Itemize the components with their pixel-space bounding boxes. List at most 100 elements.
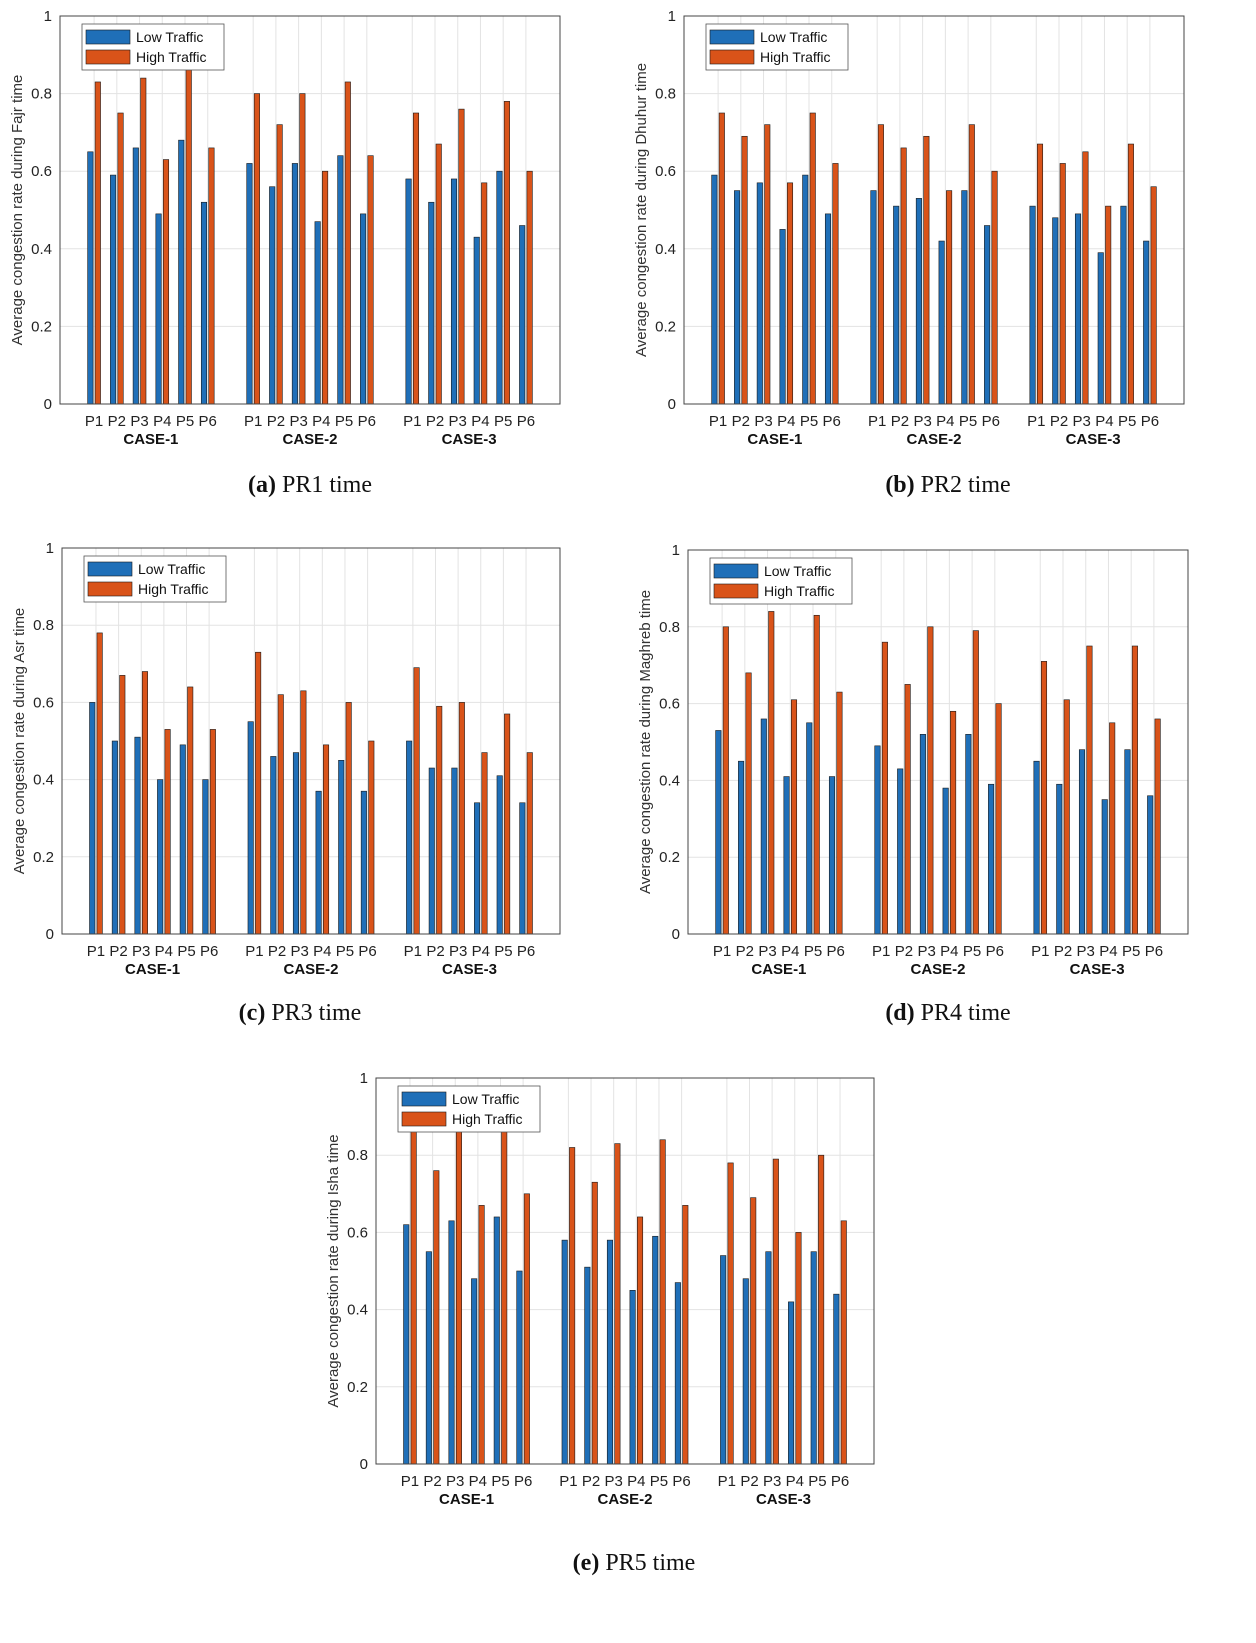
x-tick-label: P4 [627,1473,645,1490]
low-traffic-bar [938,240,945,405]
high-traffic-bar [813,614,820,935]
x-tick-label: P2 [426,413,444,430]
x-tick-label: P5 [494,413,512,430]
y-tick-label: 0.2 [659,849,680,866]
x-tick-label: P6 [517,943,535,960]
low-traffic-bar [711,174,718,405]
low-traffic-bar [155,213,162,405]
high-traffic-bar [345,702,352,935]
high-traffic-bar [968,124,975,405]
low-traffic-bar [652,1235,659,1465]
low-traffic-bar [984,225,991,405]
x-tick-label: P4 [313,943,331,960]
high-traffic-bar [927,626,934,935]
x-tick-label: P3 [449,943,467,960]
high-traffic-bar [786,182,794,405]
low-traffic-bar [806,722,813,935]
x-tick-label: P6 [827,943,845,960]
x-tick-label: P2 [1054,943,1072,960]
high-traffic-bar [1086,645,1093,935]
x-tick-label: P3 [758,943,776,960]
high-traffic-bar [141,671,148,935]
low-traffic-bar [824,213,832,405]
x-tick-label: P2 [582,1473,600,1490]
caption-text: PR5 time [599,1550,696,1576]
x-tick-label: P3 [289,413,307,430]
y-tick-label: 0 [668,396,676,413]
x-tick-label: P5 [176,413,194,430]
low-traffic-bar [496,775,503,935]
y-tick-label: 0 [44,396,52,413]
low-traffic-bar [988,783,995,935]
x-tick-label: P3 [763,1473,781,1490]
low-traffic-bar [734,190,741,405]
low-traffic-bar [516,1270,523,1465]
group-label: CASE-1 [747,431,802,448]
high-traffic-bar [836,691,843,935]
low-traffic-bar [493,1216,500,1465]
low-traffic-bar [802,174,809,405]
high-traffic-bar [1063,699,1070,935]
low-traffic-bar [519,225,526,405]
high-traffic-bar [481,182,488,405]
high-traffic-bar [832,163,839,405]
high-traffic-bar [208,147,215,405]
legend-swatch [85,29,131,45]
low-traffic-bar [561,1239,568,1465]
y-tick-label: 1 [44,8,52,25]
y-tick-label: 0.4 [33,772,54,789]
y-tick-label: 0.2 [31,318,52,335]
low-traffic-bar [87,151,94,405]
low-traffic-bar [760,718,767,935]
low-traffic-bar [292,752,299,935]
x-tick-label: P1 [713,943,731,960]
high-traffic-bar [900,147,907,405]
high-traffic-bar [1150,186,1157,405]
x-tick-label: P4 [471,413,489,430]
group-label: CASE-2 [910,961,965,978]
high-traffic-bar [458,108,465,405]
high-traffic-bar [1127,143,1134,405]
y-tick-label: 0.8 [31,86,52,103]
group-label: CASE-2 [597,1491,652,1508]
high-traffic-bar [795,1232,802,1465]
legend-label: High Traffic [452,1111,523,1127]
low-traffic-bar [1147,795,1154,935]
y-tick-label: 0.2 [33,849,54,866]
x-tick-label: P6 [200,943,218,960]
low-traffic-bar [715,730,722,935]
high-traffic-bar [481,752,488,935]
caption-letter: (b) [885,472,915,498]
y-axis-label: Average congestion rate during Fajr time [9,75,26,346]
low-traffic-bar [961,190,968,405]
x-tick-label: P5 [335,413,353,430]
high-traffic-bar [458,702,465,935]
x-tick-label: P6 [199,413,217,430]
axes-box [61,547,561,935]
legend-swatch [87,561,133,577]
y-tick-label: 1 [46,540,54,557]
high-traffic-bar [410,1127,417,1465]
chart-panel-a: 0 0.2 0.4 0.6 0.8 1 P1 P2 P3 P4 P5 P6 CASE-1 P1 P2 P3 P4… [0,0,600,520]
legend-label: High Traffic [136,49,207,65]
x-tick-label: P2 [423,1473,441,1490]
y-axis-label: Average congestion rate during Maghreb t… [637,590,654,894]
x-tick-label: P5 [336,943,354,960]
high-traffic-bar [1059,163,1066,405]
low-traffic-bar [870,190,877,405]
low-traffic-bar [1074,213,1082,405]
x-tick-label: P6 [1145,943,1163,960]
high-traffic-bar [840,1220,847,1465]
high-traffic-bar [1154,718,1161,935]
axes-box [59,15,561,405]
x-tick-label: P2 [1050,413,1068,430]
x-tick-label: P6 [982,413,1000,430]
high-traffic-bar [436,705,443,935]
high-traffic-bar [750,1197,757,1465]
x-tick-label: P6 [672,1473,690,1490]
x-tick-label: P3 [446,1473,464,1490]
x-tick-label: P5 [959,413,977,430]
x-tick-label: P4 [155,943,173,960]
